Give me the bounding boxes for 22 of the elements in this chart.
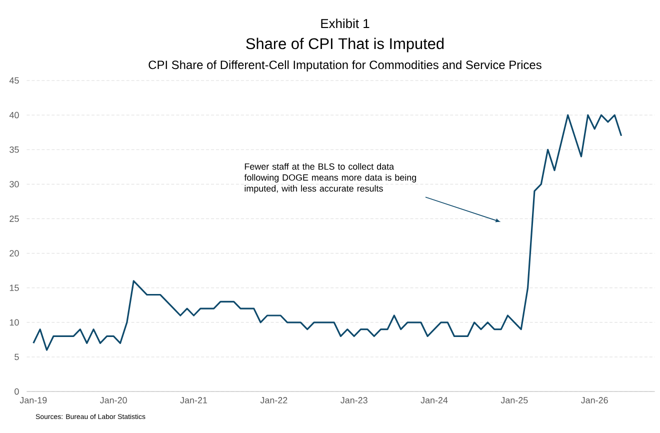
x-tick-label: Jan-25 (500, 397, 528, 404)
x-tick-label: Jan-22 (260, 397, 288, 404)
y-tick-label: 25 (10, 216, 19, 222)
chart-title: Share of CPI That is Imputed (246, 38, 444, 52)
chart-subtitle: CPI Share of Different-Cell Imputation for Commodities and Service Prices (148, 60, 542, 72)
y-tick-label: 20 (10, 250, 19, 256)
y-tick-label: 40 (9, 112, 19, 118)
annotation: Fewer staff at the BLS to collect data following DOGE means more data is being imputed, with less accurate results (244, 163, 416, 194)
y-tick-label: 30 (10, 181, 19, 188)
x-tick-label: Jan-23 (340, 397, 368, 404)
y-tick-label: 15 (10, 284, 19, 291)
x-tick-label: Jan-26 (581, 397, 608, 404)
x-tick-label: Jan-19 (20, 397, 47, 404)
y-tick-label: 35 (10, 146, 19, 153)
x-tick-label: Jan-21 (180, 397, 208, 404)
x-tick-label: Jan-20 (100, 397, 127, 404)
x-tick-label: Jan-24 (420, 397, 448, 404)
y-tick-label: 5 (14, 354, 19, 360)
y-tick-label: 10 (10, 319, 19, 326)
y-tick-label: 0 (14, 388, 19, 395)
y-tick-label: 45 (9, 77, 19, 84)
text: Exhibit 1 (321, 18, 370, 28)
